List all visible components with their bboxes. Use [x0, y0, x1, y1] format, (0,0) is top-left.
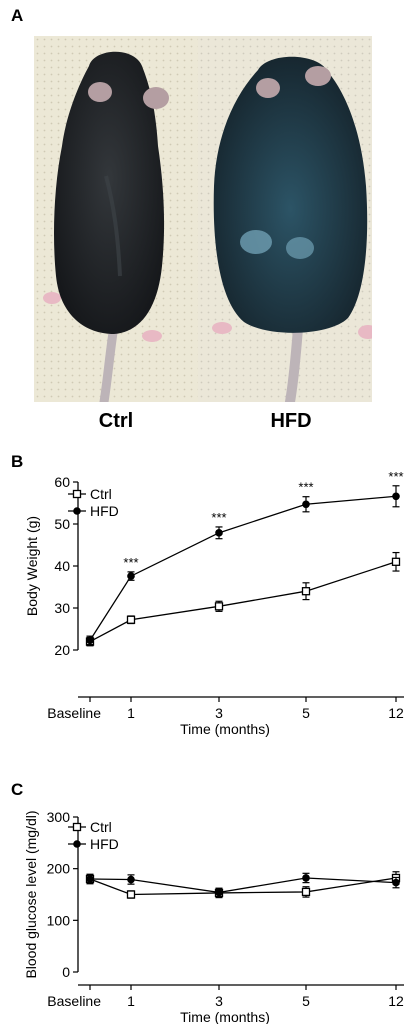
body-weight-g-y-tick-label: 30: [54, 600, 70, 616]
body-weight-g-x-axis-label: Time (months): [180, 721, 270, 737]
body-weight-g-series-ctrl-point: [214, 602, 224, 611]
blood-glucose-level-mg-dl-x-axis-label: Time (months): [180, 1009, 270, 1024]
ctrl-mouse-photo: [34, 36, 198, 402]
blood-glucose-level-mg-dl-series-ctrl-point: [126, 890, 136, 899]
blood-glucose-level-mg-dl-x-tick-label: Baseline: [47, 993, 101, 1009]
hfd-photo-caption: HFD: [270, 410, 312, 432]
body-weight-g-significance-label: ***: [298, 480, 313, 495]
legend-label-ctrl: Ctrl: [90, 486, 112, 502]
legend-label-ctrl: Ctrl: [90, 819, 112, 835]
blood-glucose-level-mg-dl-y-tick-label: 200: [47, 861, 71, 877]
body-weight-g-series-hfd-point: [392, 492, 400, 501]
blood-glucose-level-mg-dl-series-hfd-point: [127, 875, 135, 884]
legend-marker-hfd: [73, 507, 81, 515]
blood-glucose-level-mg-dl-x-tick-label: 5: [302, 993, 310, 1009]
legend-marker-ctrl: [72, 822, 82, 832]
body-weight-g-series-hfd-point: [302, 500, 310, 509]
blood-glucose-level-mg-dl-y-tick-label: 0: [62, 964, 70, 980]
panel-letter-b: B: [11, 452, 24, 471]
panel-letter-a: A: [11, 6, 24, 25]
body-weight-g-x-tick-label: 3: [215, 705, 223, 721]
blood-glucose-level-mg-dl-series-hfd-point: [215, 888, 223, 897]
body-weight-g-y-tick-label: 20: [54, 642, 70, 658]
panel-letter-c: C: [11, 780, 24, 799]
body-weight-g-series-ctrl-point: [126, 615, 136, 624]
body-weight-g-y-tick-label: 50: [54, 516, 70, 532]
blood-glucose-level-mg-dl-x-tick-label: 3: [215, 993, 223, 1009]
blood-glucose-level-mg-dl-series-hfd-point: [86, 875, 94, 883]
blood-glucose-level-mg-dl-series-hfd-point: [392, 878, 400, 887]
blood-glucose-level-mg-dl-y-tick-label: 300: [47, 809, 71, 825]
legend-marker-hfd: [73, 840, 81, 848]
legend-marker-ctrl: [72, 489, 82, 499]
body-weight-g-significance-label: ***: [388, 469, 403, 484]
body-weight-chart: 20 30 40 50 60 Baseline 1 3 5 12 Time (months) Body…: [24, 469, 404, 737]
body-weight-g-significance-label: ***: [123, 555, 138, 570]
body-weight-g-y-axis-label: Body Weight (g): [24, 516, 40, 616]
ctrl-photo-caption: Ctrl: [98, 410, 134, 432]
body-weight-g-series-ctrl-point: [301, 587, 311, 596]
panel-a: A: [0, 0, 419, 450]
blood-glucose-level-mg-dl-y-axis-label: Blood glucose level (mg/dl): [23, 810, 39, 978]
body-weight-g-series-hfd-point: [127, 572, 135, 580]
body-weight-g-y-tick-label: 40: [54, 558, 70, 574]
blood-glucose-level-mg-dl-series-ctrl-point: [301, 887, 311, 897]
blood-glucose-chart: 0 100 200 300 Baseline 1 3 5 12 Time (months) Bloo…: [23, 809, 404, 1024]
body-weight-g-series-ctrl-point: [391, 557, 401, 566]
body-weight-g-x-tick-label: Baseline: [47, 705, 101, 721]
body-weight-g-x-tick-label: 5: [302, 705, 310, 721]
body-weight-g-series-hfd-point: [215, 529, 223, 537]
blood-glucose-level-mg-dl-y-tick-label: 100: [47, 912, 71, 928]
body-weight-g-y-tick-label: 60: [54, 474, 70, 490]
body-weight-g-x-tick-label: 12: [388, 705, 404, 721]
legend-label-hfd: HFD: [90, 836, 119, 852]
body-weight-g-x-tick-label: 1: [127, 705, 135, 721]
legend-label-hfd: HFD: [90, 503, 119, 519]
blood-glucose-level-mg-dl-series-hfd-point: [302, 874, 310, 882]
hfd-mouse-photo: [198, 36, 372, 402]
body-weight-g-series-hfd-point: [86, 636, 94, 645]
blood-glucose-level-mg-dl-x-tick-label: 12: [388, 993, 404, 1009]
body-weight-g-significance-label: ***: [211, 510, 226, 525]
blood-glucose-level-mg-dl-x-tick-label: 1: [127, 993, 135, 1009]
